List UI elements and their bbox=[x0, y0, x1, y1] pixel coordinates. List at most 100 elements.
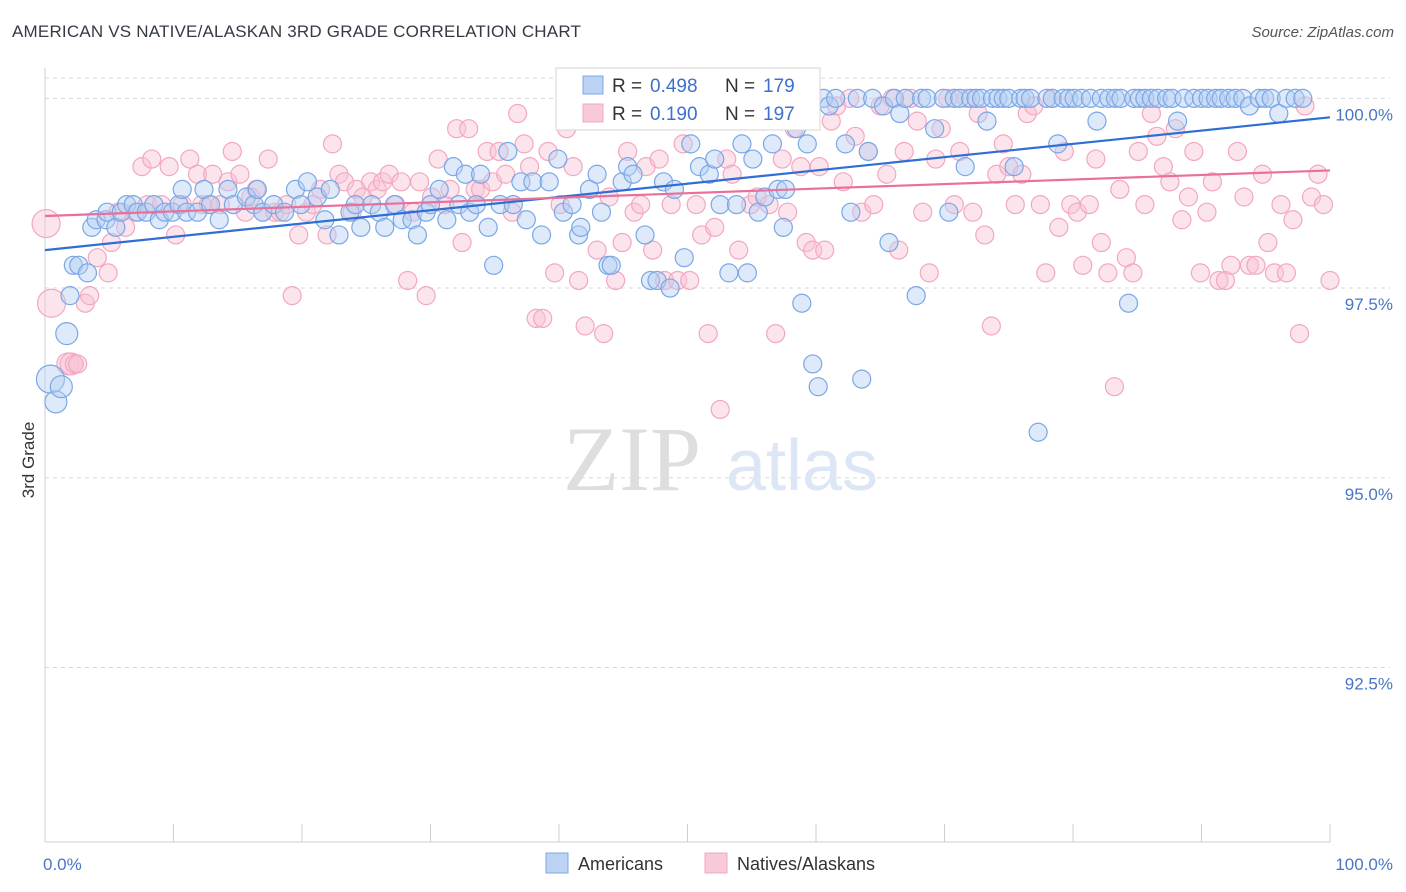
natives-point bbox=[282, 286, 302, 306]
natives-point bbox=[59, 352, 83, 376]
natives-point bbox=[1135, 194, 1155, 215]
watermark-zip: ZIP bbox=[563, 408, 701, 510]
natives-point bbox=[1202, 172, 1222, 192]
americans-point bbox=[699, 164, 719, 184]
americans-point bbox=[1015, 88, 1035, 108]
americans-point bbox=[732, 134, 752, 154]
y-tick-label: 97.5% bbox=[1345, 295, 1393, 314]
natives-point bbox=[1289, 323, 1310, 344]
natives-point bbox=[514, 134, 534, 154]
natives-point bbox=[661, 194, 681, 215]
axes bbox=[44, 68, 1331, 843]
natives-point bbox=[815, 240, 835, 260]
americans-point bbox=[925, 119, 945, 139]
americans-point bbox=[674, 248, 694, 268]
americans-point bbox=[44, 390, 68, 414]
natives-point bbox=[1197, 202, 1217, 222]
natives-point bbox=[508, 103, 528, 124]
americans-point bbox=[1004, 157, 1024, 177]
natives-point bbox=[1234, 187, 1254, 207]
americans-point bbox=[640, 270, 661, 291]
americans-point bbox=[1219, 88, 1239, 108]
natives-point bbox=[852, 202, 872, 222]
natives-point bbox=[533, 308, 553, 329]
americans-trend-line bbox=[44, 116, 1331, 252]
americans-point bbox=[1261, 88, 1281, 108]
americans-point bbox=[1206, 88, 1226, 108]
natives-point bbox=[901, 88, 921, 108]
natives-point bbox=[459, 119, 479, 139]
americans-point bbox=[1059, 88, 1079, 108]
americans-point bbox=[737, 263, 757, 283]
natives-point bbox=[698, 323, 718, 344]
natives-point bbox=[747, 187, 767, 207]
americans-point bbox=[1285, 88, 1305, 108]
natives-point bbox=[766, 323, 786, 344]
americans-point bbox=[681, 134, 701, 154]
americans-point bbox=[884, 88, 905, 108]
americans-point bbox=[912, 88, 932, 108]
natives-point bbox=[1308, 164, 1328, 184]
americans-point bbox=[455, 164, 475, 184]
americans-point bbox=[587, 164, 607, 184]
natives-point bbox=[115, 217, 136, 237]
americans-point bbox=[1087, 111, 1107, 131]
stats-legend: R = 0.498 N = 179 R = 0.190 N = 197 bbox=[555, 67, 821, 131]
americans-point bbox=[1020, 88, 1041, 108]
natives-point bbox=[379, 164, 399, 184]
americans-point bbox=[49, 375, 73, 399]
natives-n-value: 197 bbox=[763, 104, 795, 125]
americans-point bbox=[392, 210, 412, 230]
natives-point bbox=[180, 149, 200, 169]
americans-point bbox=[705, 149, 725, 169]
natives-point bbox=[132, 157, 152, 177]
americans-point bbox=[60, 286, 80, 306]
legend-natives-swatch bbox=[704, 852, 728, 874]
natives-point bbox=[618, 141, 638, 162]
natives-point bbox=[1276, 263, 1297, 283]
natives-point bbox=[545, 263, 565, 283]
americans-point bbox=[291, 194, 311, 215]
americans-point bbox=[1198, 88, 1218, 108]
americans-point bbox=[689, 157, 710, 177]
americans-point bbox=[971, 88, 992, 108]
americans-point bbox=[523, 172, 543, 192]
americans-point bbox=[569, 225, 589, 245]
natives-point bbox=[1049, 217, 1069, 237]
natives-r-value: 0.190 bbox=[650, 104, 698, 125]
americans-point bbox=[966, 88, 986, 108]
americans-point bbox=[437, 210, 457, 230]
natives-point bbox=[845, 126, 865, 146]
americans-point bbox=[407, 225, 428, 245]
americans-point bbox=[977, 111, 997, 131]
americans-point bbox=[1233, 88, 1253, 108]
americans-point bbox=[531, 225, 552, 245]
watermark-atlas: atlas bbox=[726, 426, 878, 506]
americans-point bbox=[895, 88, 915, 108]
natives-point bbox=[258, 149, 278, 169]
x-tick-label-right: 100.0% bbox=[1335, 855, 1393, 874]
americans-point bbox=[950, 88, 970, 108]
natives-point bbox=[1012, 164, 1032, 184]
natives-point bbox=[772, 149, 792, 169]
americans-point bbox=[664, 179, 685, 200]
americans-point bbox=[35, 364, 66, 394]
natives-point bbox=[1067, 202, 1087, 222]
americans-point bbox=[890, 103, 910, 124]
americans-point bbox=[1167, 111, 1188, 131]
natives-point bbox=[1252, 164, 1273, 184]
americans-point bbox=[106, 217, 126, 237]
americans-point bbox=[548, 149, 568, 169]
natives-point bbox=[821, 111, 841, 131]
natives-point bbox=[519, 157, 540, 177]
americans-point bbox=[601, 255, 621, 275]
americans-point bbox=[917, 88, 937, 108]
y-axis-label: 3rd Grade bbox=[19, 422, 38, 499]
americans-n-label: N = bbox=[725, 76, 755, 97]
natives-point bbox=[440, 179, 460, 200]
natives-point bbox=[1258, 232, 1278, 253]
americans-point bbox=[773, 217, 793, 237]
natives-point bbox=[526, 308, 546, 329]
natives-point bbox=[230, 164, 250, 184]
natives-point bbox=[1184, 141, 1204, 162]
